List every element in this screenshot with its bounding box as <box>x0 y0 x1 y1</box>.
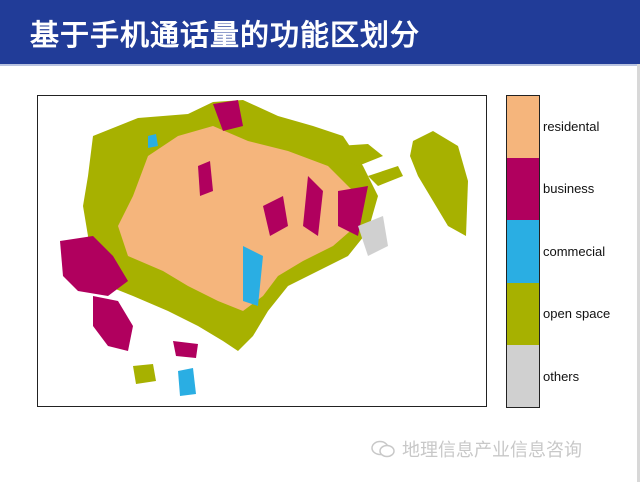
map-svg <box>60 100 468 396</box>
region-residential <box>118 126 356 311</box>
region-business <box>60 236 128 296</box>
legend-swatch-residental <box>507 96 539 159</box>
region-commercial <box>148 134 158 148</box>
wechat-icon <box>371 440 395 458</box>
region-business <box>198 161 213 196</box>
slide-border <box>637 64 640 482</box>
legend-label: others <box>543 369 580 384</box>
legend-swatch-others <box>507 344 539 407</box>
region-commercial <box>178 368 196 396</box>
legend-label: commecial <box>543 244 606 259</box>
region-business <box>263 196 288 236</box>
region-business <box>338 186 368 236</box>
legend-label: residental <box>543 119 600 134</box>
region-business <box>173 341 198 358</box>
watermark: 地理信息产业信息咨询 <box>370 436 582 462</box>
slide-title: 基于手机通话量的功能区划分 <box>30 18 421 52</box>
region-open-space-island <box>410 131 468 236</box>
region-others <box>358 216 388 256</box>
region-business <box>303 176 323 236</box>
region-open-space-island <box>368 166 403 186</box>
legend-label: open space <box>543 306 611 321</box>
region-commercial <box>243 246 263 306</box>
region-business <box>213 100 243 131</box>
legend-swatch-open-space <box>507 282 539 345</box>
title-bar: 基于手机通话量的功能区划分 <box>0 0 640 66</box>
legend-colorbar <box>506 95 540 408</box>
region-open-space-island <box>133 364 156 384</box>
legend-swatch-commecial <box>507 220 539 283</box>
functional-zone-map <box>37 95 487 407</box>
region-business <box>93 296 133 351</box>
watermark-text: 地理信息产业信息咨询 <box>402 440 582 461</box>
legend-label: business <box>543 181 595 196</box>
legend-swatch-business <box>507 158 539 221</box>
region-open-space-island <box>338 144 383 166</box>
